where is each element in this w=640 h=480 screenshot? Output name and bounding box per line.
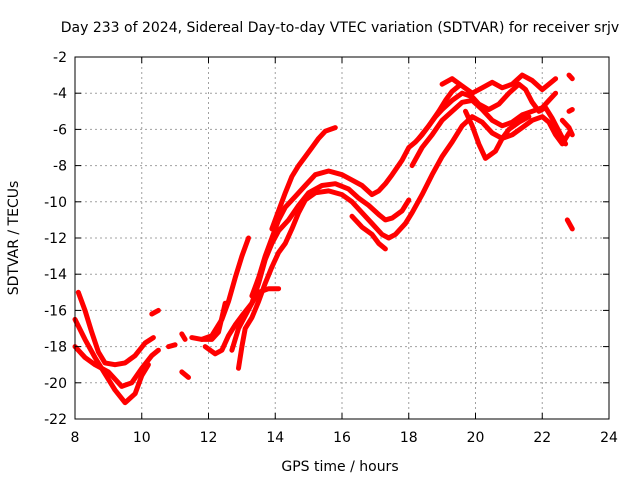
series-track-14 bbox=[269, 125, 338, 232]
series-track-15 bbox=[349, 213, 388, 252]
x-tick-label: 12 bbox=[200, 430, 218, 446]
series-track-3 bbox=[72, 316, 151, 406]
series-track-20 bbox=[559, 117, 575, 138]
y-tick-label: -12 bbox=[44, 231, 67, 247]
series-track-22 bbox=[566, 72, 575, 82]
series-track-1 bbox=[75, 289, 156, 368]
series-track-12 bbox=[236, 114, 572, 371]
series-track-21 bbox=[566, 107, 575, 114]
axis-ticks: 8 10 12 14 16 18 20 22 24 -2 -4 -6 -8 -10 -12 -14 -16 -18… bbox=[44, 50, 618, 446]
x-tick-label: 22 bbox=[533, 430, 551, 446]
x-tick-label: 20 bbox=[467, 430, 485, 446]
series-track-23 bbox=[564, 217, 575, 232]
y-tick-label: -4 bbox=[53, 86, 67, 102]
series-track-5 bbox=[166, 342, 178, 350]
x-tick-label: 24 bbox=[600, 430, 618, 446]
x-tick-label: 14 bbox=[266, 430, 284, 446]
y-tick-label: -6 bbox=[53, 122, 67, 138]
y-tick-label: -10 bbox=[44, 195, 67, 211]
series-track-17 bbox=[416, 83, 462, 141]
y-tick-label: -18 bbox=[44, 340, 67, 356]
series-track-11 bbox=[229, 181, 412, 353]
series-track-2 bbox=[72, 344, 161, 389]
y-axis-label: SDTVAR / TECUs bbox=[6, 181, 22, 296]
x-axis-label: GPS time / hours bbox=[281, 459, 398, 475]
chart-title: Day 233 of 2024, Sidereal Day-to-day VTE… bbox=[61, 20, 619, 36]
series-track-16 bbox=[409, 90, 559, 169]
x-tick-label: 16 bbox=[333, 430, 351, 446]
x-tick-label: 18 bbox=[400, 430, 418, 446]
y-tick-label: -14 bbox=[44, 267, 67, 283]
series-track-6 bbox=[179, 331, 188, 342]
data-series bbox=[72, 72, 575, 406]
x-tick-label: 10 bbox=[133, 430, 151, 446]
y-tick-label: -20 bbox=[44, 376, 67, 392]
y-tick-label: -22 bbox=[44, 412, 67, 428]
series-track-19 bbox=[463, 108, 532, 161]
series-track-18 bbox=[439, 72, 559, 96]
y-tick-label: -16 bbox=[44, 303, 67, 319]
y-tick-label: -8 bbox=[53, 159, 67, 175]
x-tick-label: 8 bbox=[71, 430, 80, 446]
series-track-13 bbox=[249, 81, 569, 299]
y-tick-label: -2 bbox=[53, 50, 67, 66]
series-track-10 bbox=[199, 300, 228, 342]
series-track-4 bbox=[149, 307, 161, 317]
series-track-7 bbox=[179, 369, 191, 380]
